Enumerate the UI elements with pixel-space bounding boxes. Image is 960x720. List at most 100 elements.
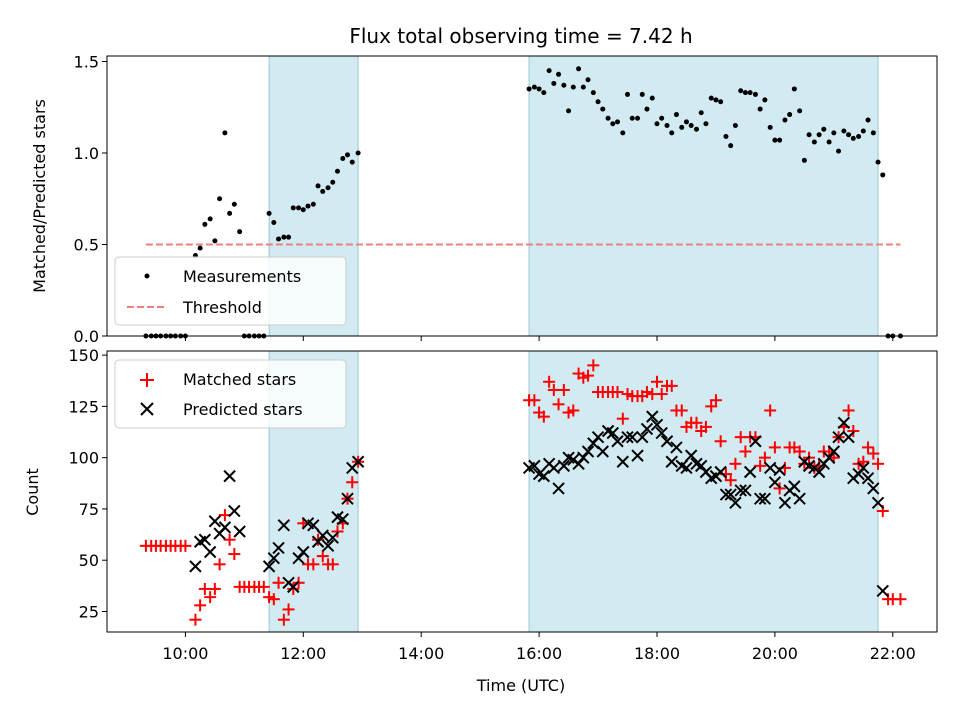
measurement-point — [762, 97, 768, 103]
predicted-star-point — [773, 463, 786, 477]
predicted-star-point — [822, 451, 836, 464]
predicted-star-point — [208, 515, 222, 528]
measurement-point — [217, 196, 223, 202]
predicted-star-point — [198, 533, 212, 546]
predicted-star-point — [341, 492, 354, 505]
matched-star-point — [331, 525, 344, 538]
predicted-star-point — [606, 426, 619, 440]
predicted-star-point — [581, 445, 595, 458]
measurement-point — [556, 71, 562, 77]
measurement-point — [561, 82, 567, 88]
y-tick-label: 125 — [68, 397, 99, 416]
legend-measurements-label: Measurements — [183, 267, 301, 286]
predicted-star-point — [223, 469, 236, 483]
matched-star-point — [272, 576, 285, 589]
measurement-point — [772, 137, 778, 143]
predicted-star-point — [626, 430, 639, 444]
matched-star-point — [228, 548, 241, 561]
predicted-star-point — [867, 482, 880, 495]
matched-star-point — [582, 369, 595, 382]
predicted-star-point — [189, 560, 202, 573]
matched-star-point — [705, 400, 718, 413]
matched-star-point — [862, 441, 875, 454]
predicted-star-point — [876, 584, 889, 598]
predicted-star-point — [852, 467, 865, 481]
measurement-point — [546, 68, 552, 74]
legend-predicted-marker — [140, 402, 154, 416]
y-tick-label: 75 — [79, 500, 99, 519]
observing-window-1 — [528, 55, 879, 337]
measurement-point — [595, 99, 601, 105]
measurement-point — [821, 126, 827, 132]
measurement-point — [222, 130, 228, 136]
measurement-point — [590, 90, 596, 96]
predicted-star-point — [262, 560, 276, 573]
x-tick-label: 16:00 — [516, 644, 562, 663]
measurement-point — [345, 152, 351, 158]
matched-star-point — [754, 459, 767, 472]
predicted-star-point — [724, 488, 737, 501]
measurement-point — [566, 108, 572, 114]
measurement-point — [334, 168, 340, 174]
matched-star-point — [204, 591, 217, 604]
predicted-star-point — [336, 512, 350, 526]
measurement-point — [227, 210, 233, 216]
matched-star-point — [282, 603, 295, 616]
predicted-star-point — [714, 465, 727, 479]
measurement-point — [580, 84, 586, 90]
measurement-point — [629, 115, 635, 121]
y-tick-label: 50 — [79, 551, 99, 570]
matched-star-point — [690, 416, 703, 429]
x-tick-label: 20:00 — [752, 644, 798, 663]
matched-star-point — [616, 412, 629, 425]
predicted-star-point — [734, 484, 747, 497]
measurement-point — [531, 84, 537, 90]
matched-star-point — [709, 394, 722, 407]
matched-star-point — [326, 558, 339, 571]
matched-star-point — [543, 375, 556, 388]
matched-star-point — [665, 379, 678, 392]
ratio-legend: Measurements Threshold — [114, 256, 347, 326]
matched-star-point — [640, 386, 653, 399]
predicted-star-point — [631, 449, 644, 462]
count-y-axis-label: Count — [23, 468, 42, 516]
matched-star-point — [316, 550, 329, 563]
measurement-point — [310, 201, 316, 207]
predicted-star-point — [729, 496, 742, 509]
matched-star-point — [611, 386, 624, 399]
measurement-point — [625, 91, 631, 97]
chart-title: Flux total observing time = 7.42 h — [349, 24, 692, 48]
measurement-point — [718, 99, 724, 105]
measurement-point — [846, 132, 852, 138]
measurement-point — [856, 134, 862, 140]
measurement-point — [325, 185, 331, 191]
predicted-star-point — [547, 461, 561, 475]
measurement-point — [836, 148, 842, 154]
measurement-point — [747, 90, 753, 96]
predicted-star-point — [287, 580, 300, 594]
predicted-star-point — [611, 435, 624, 448]
legend-predicted-label: Predicted stars — [183, 400, 303, 419]
measurement-point — [649, 95, 655, 101]
measurement-point — [305, 203, 311, 209]
measurement-point — [266, 210, 272, 216]
measurement-point — [669, 130, 675, 136]
predicted-star-point — [857, 461, 870, 475]
measurement-point — [826, 139, 832, 145]
predicted-star-point — [758, 492, 772, 505]
predicted-star-point — [233, 525, 246, 538]
predicted-star-point — [218, 521, 232, 534]
matched-star-point — [528, 394, 541, 407]
predicted-star-point — [292, 551, 305, 565]
matched-star-point — [699, 420, 712, 433]
x-tick-label: 10:00 — [162, 644, 208, 663]
measurement-point — [880, 172, 886, 178]
measurement-point — [644, 106, 650, 112]
measurement-point — [330, 179, 336, 185]
matched-star-point — [537, 410, 550, 423]
measurement-point — [797, 108, 803, 114]
predicted-star-point — [616, 455, 630, 468]
predicted-star-point — [596, 445, 609, 458]
legend-matched-label: Matched stars — [183, 370, 296, 389]
matched-star-point — [739, 445, 752, 458]
